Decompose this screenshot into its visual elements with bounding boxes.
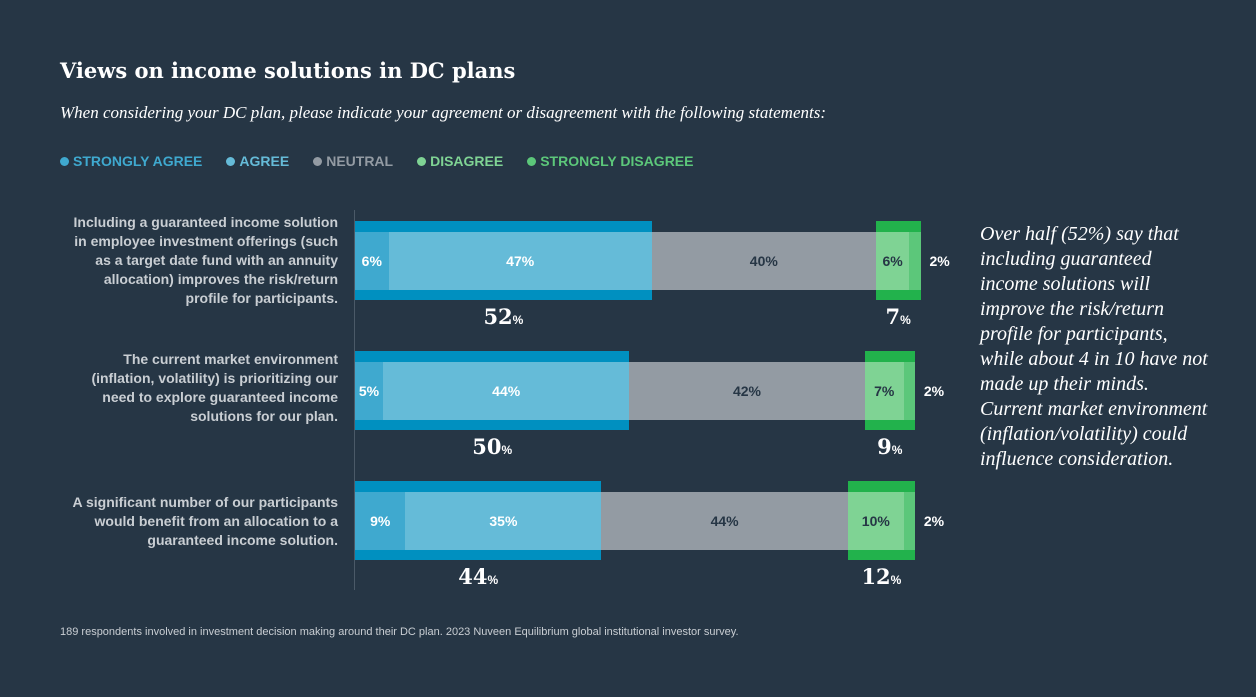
legend: STRONGLY AGREE AGREE NEUTRAL DISAGREE STRONG… [60, 153, 693, 169]
legend-label: AGREE [239, 153, 290, 169]
row-label: The current market environment (inflatio… [91, 351, 338, 424]
legend-dot-icon [417, 156, 427, 166]
bar-segment: 5% [355, 362, 383, 420]
bar-segment: 35% [405, 492, 602, 550]
legend-label: STRONGLY AGREE [73, 153, 203, 169]
bar-segment: 44% [383, 362, 630, 420]
legend-item: STRONGLY AGREE [60, 153, 202, 169]
legend-dot-icon [313, 156, 323, 166]
bar-segment: 6% [875, 232, 910, 290]
chart-title: Views on income solutions in DC plans [60, 58, 516, 83]
bar-value-label: 2% [923, 383, 945, 399]
legend-item: AGREE [226, 153, 289, 169]
disagree-total-label: 7% [885, 304, 911, 329]
agree-total-label: 50% [472, 434, 513, 459]
disagree-total-label: 9% [877, 434, 903, 459]
y-axis-line [354, 210, 355, 590]
bar-segment: 7% [864, 362, 904, 420]
disagree-total-label: 12% [861, 564, 902, 589]
bar-value-label: 2% [923, 513, 945, 529]
legend-item: NEUTRAL [313, 153, 393, 169]
legend-label: NEUTRAL [326, 153, 394, 169]
legend-label: DISAGREE [430, 153, 504, 169]
bar-segment [903, 492, 915, 550]
legend-dot-icon [527, 156, 537, 166]
legend-item: DISAGREE [417, 153, 503, 169]
footnote: 189 respondents involved in investment d… [60, 626, 739, 638]
annotation-note: Over half (52%) say that including guara… [980, 223, 1208, 470]
bar-segment: 44% [601, 492, 848, 550]
bar-segment: 10% [847, 492, 904, 550]
agree-total-label: 52% [483, 304, 524, 329]
bar-segment [909, 232, 921, 290]
legend-item: STRONGLY DISAGREE [527, 153, 693, 169]
legend-label: STRONGLY DISAGREE [540, 153, 694, 169]
row-label: A significant number of our participants… [72, 494, 338, 548]
bar-segment: 42% [629, 362, 865, 420]
agree-total-label: 44% [458, 564, 499, 589]
bar-segment [903, 362, 915, 420]
legend-dot-icon [226, 156, 236, 166]
bar-segment: 47% [388, 232, 652, 290]
bar-segment: 9% [355, 492, 406, 550]
chart-subtitle: When considering your DC plan, please in… [60, 103, 826, 122]
bar-segment: 40% [651, 232, 876, 290]
row-label: Including a guaranteed income solution i… [73, 214, 338, 306]
bar-segment: 6% [355, 232, 389, 290]
legend-dot-icon [60, 156, 69, 166]
bar-value-label: 2% [929, 253, 950, 269]
